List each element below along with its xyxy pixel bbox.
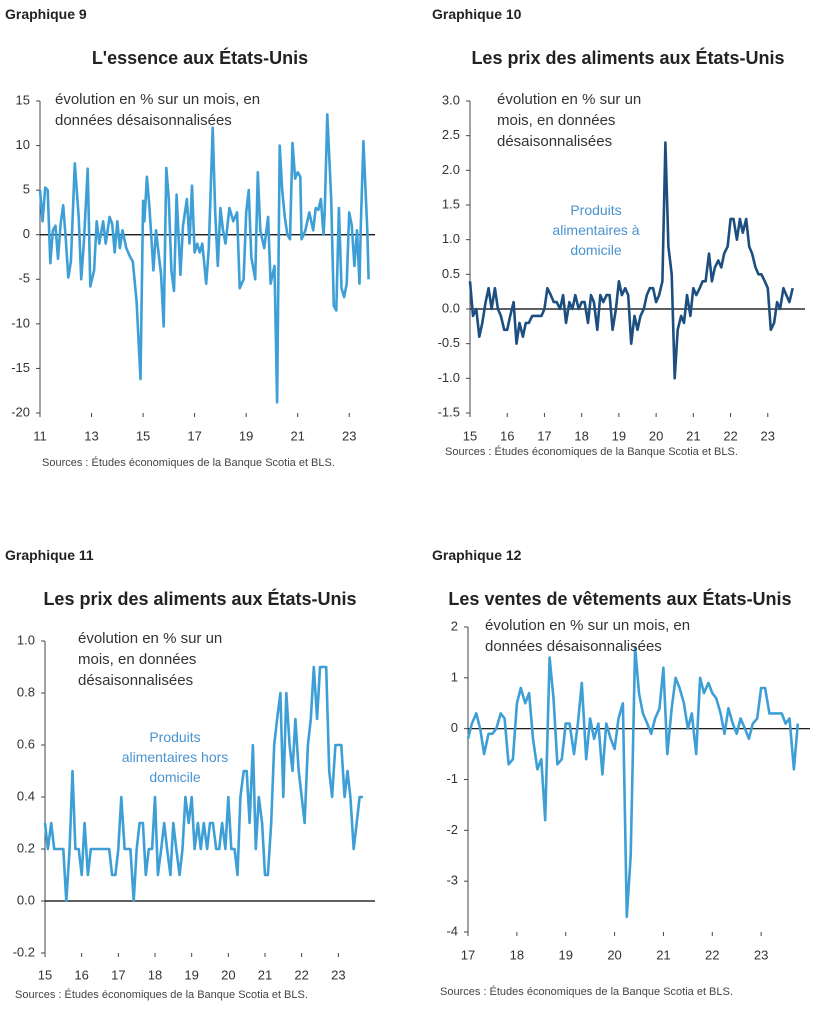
x-tick-label: 15 [38, 967, 52, 982]
source: Sources : Études économiques de la Banqu… [445, 446, 738, 458]
x-tick-label: 15 [136, 428, 150, 443]
y-tick-label: 1 [451, 669, 458, 684]
y-tick-label: 5 [23, 182, 30, 197]
chart-title: Les prix des aliments aux États-Unis [471, 48, 785, 68]
x-tick-label: 19 [558, 947, 572, 962]
x-tick-label: 19 [184, 967, 198, 982]
y-tick-label: 0 [23, 226, 30, 241]
x-tick-label: 15 [463, 428, 477, 443]
x-tick-label: 20 [221, 967, 235, 982]
y-tick-label: 0.0 [17, 892, 35, 907]
series-line [466, 646, 800, 919]
x-tick-label: 22 [723, 428, 737, 443]
x-tick-label: 21 [290, 428, 304, 443]
y-tick-label: 10 [16, 137, 30, 152]
y-tick-label: 1.5 [442, 196, 460, 211]
y-tick-label: -0.2 [13, 944, 35, 959]
y-tick-label: -1 [446, 771, 458, 786]
annotation: évolution en % sur un mois, en données d… [78, 630, 223, 689]
y-tick-label: -15 [11, 360, 30, 375]
x-tick-label: 18 [574, 428, 588, 443]
series-line [468, 141, 794, 380]
x-tick-label: 16 [74, 967, 88, 982]
x-tick-label: 19 [612, 428, 626, 443]
series-label: Produits alimentaires à domicile [552, 202, 640, 258]
y-tick-label: -2 [446, 822, 458, 837]
x-tick-label: 21 [258, 967, 272, 982]
y-tick-label: 2.0 [442, 162, 460, 177]
annotation: évolution en % sur un mois, en données d… [497, 91, 642, 150]
series-label: Produits alimentaires hors domicile [121, 729, 229, 785]
y-tick-label: 0.4 [17, 788, 35, 803]
y-tick-label: -0.5 [438, 335, 460, 350]
chart-label: Graphique 10 [432, 6, 522, 22]
source: Sources : Études économiques de la Banqu… [42, 457, 335, 469]
series-line [38, 113, 370, 404]
x-tick-label: 19 [239, 428, 253, 443]
x-tick-label: 23 [331, 967, 345, 982]
y-tick-label: -5 [18, 271, 30, 286]
y-tick-label: -4 [446, 923, 458, 938]
x-tick-label: 22 [294, 967, 308, 982]
series-line [43, 665, 363, 903]
y-tick-label: -3 [446, 873, 458, 888]
chart-title: L'essence aux États-Unis [91, 48, 309, 68]
x-tick-label: 20 [649, 428, 663, 443]
source: Sources : Études économiques de la Banqu… [440, 986, 733, 998]
chart-label: Graphique 12 [432, 547, 522, 563]
chart-label: Graphique 9 [5, 6, 87, 22]
y-tick-label: 1.0 [17, 632, 35, 647]
x-tick-label: 23 [342, 428, 356, 443]
y-tick-label: -1.5 [438, 404, 460, 419]
x-tick-label: 21 [656, 947, 670, 962]
source: Sources : Études économiques de la Banqu… [15, 989, 308, 1001]
x-tick-label: 22 [705, 947, 719, 962]
y-tick-label: 3.0 [442, 92, 460, 107]
chart-title: Les prix des aliments aux États-Unis [43, 589, 357, 609]
y-tick-label: 1.0 [442, 231, 460, 246]
y-tick-label: 2 [451, 618, 458, 633]
chart-title: Les ventes de vêtements aux États-Unis [448, 589, 792, 609]
x-tick-label: 18 [148, 967, 162, 982]
x-tick-label: 23 [754, 947, 768, 962]
y-tick-label: 0.0 [442, 300, 460, 315]
x-tick-label: 21 [686, 428, 700, 443]
x-tick-label: 17 [461, 947, 475, 962]
y-tick-label: 0 [451, 720, 458, 735]
x-tick-label: 17 [187, 428, 201, 443]
x-tick-label: 18 [510, 947, 524, 962]
y-tick-label: 2.5 [442, 127, 460, 142]
x-tick-label: 17 [537, 428, 551, 443]
y-tick-label: -20 [11, 404, 30, 419]
x-tick-label: 23 [761, 428, 775, 443]
y-tick-label: -10 [11, 315, 30, 330]
y-tick-label: 0.8 [17, 684, 35, 699]
x-tick-label: 13 [84, 428, 98, 443]
y-tick-label: 15 [16, 92, 30, 107]
y-tick-label: 0.2 [17, 840, 35, 855]
x-tick-label: 16 [500, 428, 514, 443]
annotation: évolution en % sur un mois, en données d… [485, 617, 691, 655]
x-tick-label: 17 [111, 967, 125, 982]
annotation: évolution en % sur un mois, en données d… [55, 91, 261, 129]
y-tick-label: 0.5 [442, 266, 460, 281]
x-tick-label: 20 [607, 947, 621, 962]
y-tick-label: 0.6 [17, 736, 35, 751]
chart-label: Graphique 11 [5, 547, 94, 563]
x-tick-label: 11 [33, 428, 47, 443]
y-tick-label: -1.0 [438, 370, 460, 385]
